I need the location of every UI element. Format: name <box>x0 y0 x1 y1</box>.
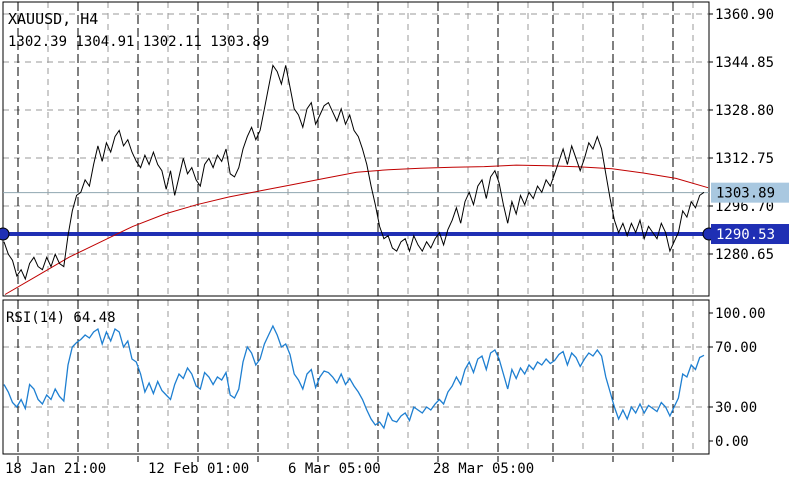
rsi-axis[interactable]: 100.00 70.00 30.00 0.00 <box>709 306 766 450</box>
price-axis-label: 1312.75 <box>715 151 774 167</box>
rsi-grid <box>3 300 709 454</box>
rsi-line <box>3 324 705 430</box>
price-axis[interactable]: 1360.90 1344.85 1328.80 1312.75 1296.70 1280.… <box>709 7 774 263</box>
rsi-panel[interactable]: RSI(14) 64.48 <box>2 299 710 462</box>
rsi-period-separators <box>17 300 674 462</box>
moving-average-line <box>4 164 709 295</box>
time-axis[interactable]: 18 Jan 21:00 12 Feb 01:00 6 Mar 05:00 28 Ma… <box>5 461 534 477</box>
symbol-timeframe-label: XAUUSD, H4 <box>8 10 98 28</box>
period-separators <box>17 2 674 296</box>
level-price-tag: 1290.53 <box>711 224 789 245</box>
level-line-handle-left[interactable] <box>0 227 10 241</box>
ohlc-values-label: 1302.39 1304.91 1302.11 1303.89 <box>8 34 269 50</box>
price-axis-label: 1360.90 <box>715 7 774 23</box>
time-axis-label: 6 Mar 05:00 <box>288 461 381 477</box>
price-axis-label: 1328.80 <box>715 103 774 119</box>
price-grid <box>3 2 709 296</box>
rsi-panel-frame <box>2 299 710 455</box>
price-axis-label: 1296.70 <box>715 199 774 215</box>
level-price-tag-box <box>711 224 789 245</box>
current-price-tag: 1303.89 <box>711 182 789 203</box>
price-panel-frame <box>2 1 710 297</box>
rsi-axis-label: 70.00 <box>715 340 757 356</box>
current-price-tag-label: 1303.89 <box>716 186 775 202</box>
price-axis-label: 1344.85 <box>715 55 774 71</box>
rsi-axis-label: 0.00 <box>715 434 749 450</box>
rsi-indicator-label: RSI(14) 64.48 <box>6 310 116 326</box>
rsi-axis-label: 100.00 <box>715 306 766 322</box>
time-axis-label: 12 Feb 01:00 <box>148 461 249 477</box>
time-axis-label: 28 Mar 05:00 <box>433 461 534 477</box>
price-axis-label: 1280.65 <box>715 247 774 263</box>
rsi-axis-label: 30.00 <box>715 400 757 416</box>
price-line <box>3 64 705 281</box>
level-price-tag-label: 1290.53 <box>716 227 775 243</box>
time-axis-label: 18 Jan 21:00 <box>5 461 106 477</box>
price-panel[interactable]: XAUUSD, H4 1302.39 1304.91 1302.11 1303.… <box>0 1 716 297</box>
current-price-tag-box <box>711 182 789 203</box>
